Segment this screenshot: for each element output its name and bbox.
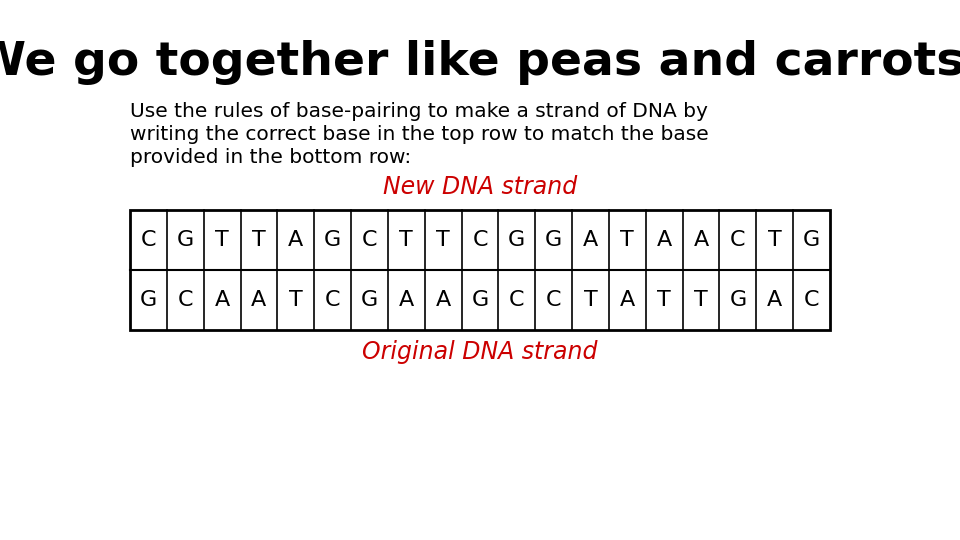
Text: C: C: [509, 290, 524, 310]
Text: A: A: [214, 290, 229, 310]
Text: G: G: [177, 230, 194, 250]
Text: Original DNA strand: Original DNA strand: [362, 340, 598, 364]
Text: A: A: [620, 290, 635, 310]
Text: G: G: [545, 230, 563, 250]
Text: T: T: [252, 230, 266, 250]
Bar: [130, 210, 830, 330]
Text: A: A: [252, 290, 267, 310]
Text: T: T: [768, 230, 781, 250]
Text: New DNA strand: New DNA strand: [383, 175, 577, 199]
Text: T: T: [215, 230, 229, 250]
Text: C: C: [546, 290, 562, 310]
Text: A: A: [657, 230, 672, 250]
Text: A: A: [436, 290, 451, 310]
Text: G: G: [140, 290, 157, 310]
Text: provided in the bottom row:: provided in the bottom row:: [130, 148, 411, 167]
Text: C: C: [472, 230, 488, 250]
Text: T: T: [399, 230, 413, 250]
Text: G: G: [361, 290, 378, 310]
Text: G: G: [730, 290, 747, 310]
Text: writing the correct base in the top row to match the base: writing the correct base in the top row …: [130, 125, 708, 144]
Text: C: C: [141, 230, 156, 250]
Text: T: T: [658, 290, 671, 310]
Text: A: A: [288, 230, 303, 250]
Text: A: A: [398, 290, 414, 310]
Text: A: A: [583, 230, 598, 250]
Text: T: T: [620, 230, 635, 250]
Text: G: G: [471, 290, 489, 310]
Text: C: C: [804, 290, 819, 310]
Text: We go together like peas and carrots!: We go together like peas and carrots!: [0, 40, 960, 85]
Text: A: A: [767, 290, 782, 310]
Text: C: C: [178, 290, 193, 310]
Text: G: G: [324, 230, 341, 250]
Text: C: C: [731, 230, 746, 250]
Text: T: T: [289, 290, 302, 310]
Text: Use the rules of base-pairing to make a strand of DNA by: Use the rules of base-pairing to make a …: [130, 102, 708, 121]
Text: C: C: [362, 230, 377, 250]
Text: C: C: [324, 290, 341, 310]
Text: T: T: [694, 290, 708, 310]
Text: G: G: [508, 230, 525, 250]
Text: T: T: [436, 230, 450, 250]
Text: G: G: [803, 230, 820, 250]
Text: A: A: [693, 230, 708, 250]
Text: T: T: [584, 290, 597, 310]
